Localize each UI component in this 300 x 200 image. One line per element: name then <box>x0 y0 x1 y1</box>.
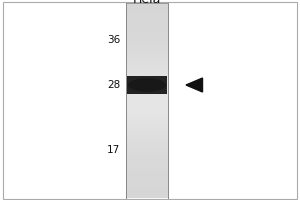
Text: 36: 36 <box>107 35 120 45</box>
Text: 28: 28 <box>107 80 120 90</box>
Bar <box>127 76 167 94</box>
Text: Hela: Hela <box>133 0 161 6</box>
Polygon shape <box>186 78 202 92</box>
Ellipse shape <box>128 78 166 92</box>
Ellipse shape <box>128 78 166 92</box>
Text: 17: 17 <box>107 145 120 155</box>
